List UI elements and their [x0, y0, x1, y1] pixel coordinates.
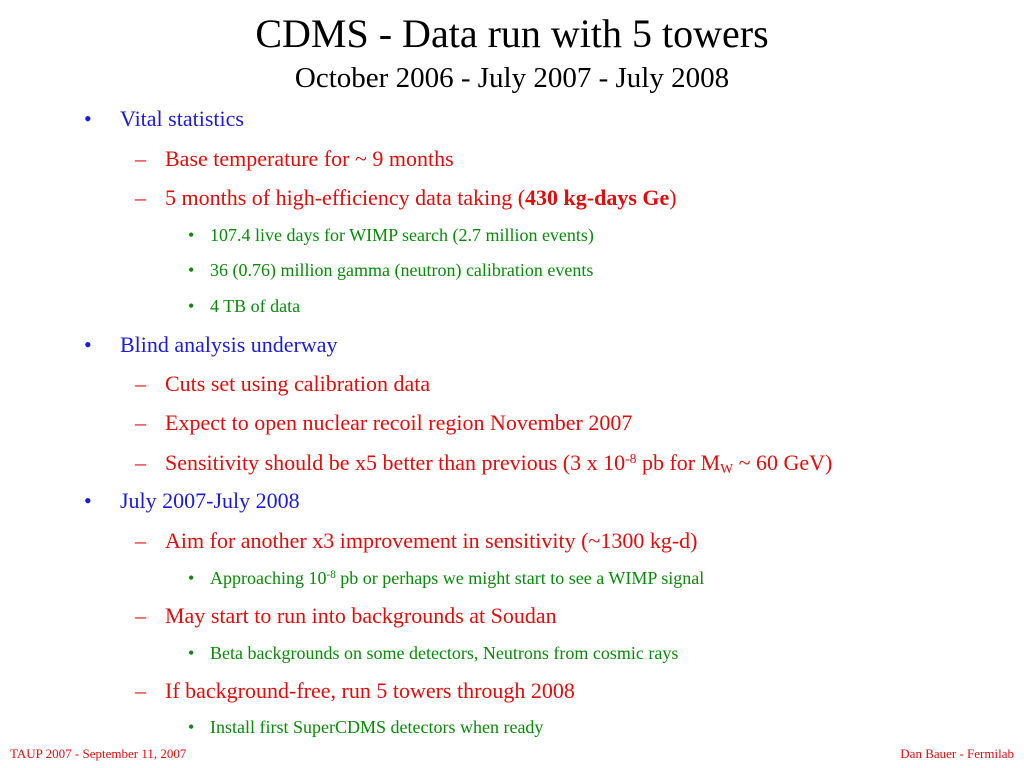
subbullet-bold-text: 430 kg-days Ge [525, 185, 670, 210]
subbullet-if-free: – If background-free, run 5 towers throu… [135, 678, 575, 704]
footer-left: TAUP 2007 - September 11, 2007 [10, 746, 187, 761]
item-approaching: • Approaching 10-8 pb or perhaps we migh… [188, 567, 705, 592]
subscript: W [720, 461, 734, 477]
subbullet-text-mid: pb for M [636, 450, 721, 475]
subbullet-expect: – Expect to open nuclear recoil region N… [135, 410, 633, 436]
bullet-mark: • [188, 717, 195, 737]
subbullet-text: Base temperature for ~ 9 months [165, 146, 454, 171]
item-live-days: • 107.4 live days for WIMP search (2.7 m… [188, 224, 594, 246]
dash-mark: – [135, 185, 146, 210]
bullet-text: Vital statistics [120, 106, 244, 131]
subbullet-aim: – Aim for another x3 improvement in sens… [135, 528, 698, 554]
superscript: -8 [625, 451, 637, 467]
bullet-vital-statistics: • Vital statistics [84, 106, 244, 132]
item-four-tb: • 4 TB of data [188, 295, 301, 317]
bullet-mark: • [84, 488, 92, 513]
subbullet-sensitivity: – Sensitivity should be x5 better than p… [135, 450, 833, 479]
subbullet-five-months: – 5 months of high-efficiency data takin… [135, 185, 677, 211]
bullet-mark: • [84, 332, 92, 357]
subbullet-text: 5 months of high-efficiency data taking … [165, 185, 526, 210]
bullet-mark: • [188, 643, 195, 663]
bullet-blind-analysis: • Blind analysis underway [84, 332, 338, 358]
dash-mark: – [135, 146, 146, 171]
subbullet-text: Aim for another x3 improvement in sensit… [165, 528, 698, 553]
item-text-end: pb or perhaps we might start to see a WI… [335, 568, 705, 588]
subbullet-text-end: ) [669, 185, 677, 210]
item-install: • Install first SuperCDMS detectors when… [188, 716, 544, 738]
item-text: Approaching 10 [210, 568, 327, 588]
dash-mark: – [135, 371, 146, 396]
item-text: Beta backgrounds on some detectors, Neut… [210, 643, 679, 663]
subbullet-base-temperature: – Base temperature for ~ 9 months [135, 146, 454, 172]
item-gamma-calibration: • 36 (0.76) million gamma (neutron) cali… [188, 259, 594, 281]
bullet-text: Blind analysis underway [120, 332, 338, 357]
item-text: 36 (0.76) million gamma (neutron) calibr… [210, 260, 594, 280]
subbullet-text: Cuts set using calibration data [165, 371, 431, 396]
subbullet-text: If background-free, run 5 towers through… [165, 678, 575, 703]
bullet-mark: • [188, 296, 195, 316]
bullet-mark: • [84, 106, 92, 131]
item-text: 4 TB of data [210, 296, 301, 316]
dash-mark: – [135, 603, 146, 628]
bullet-july: • July 2007-July 2008 [84, 488, 300, 514]
dash-mark: – [135, 450, 146, 475]
subbullet-text-end: ~ 60 GeV) [733, 450, 833, 475]
subbullet-text: Sensitivity should be x5 better than pre… [165, 450, 626, 475]
bullet-mark: • [188, 260, 195, 280]
slide-title: CDMS - Data run with 5 towers [255, 11, 769, 56]
bullet-mark: • [188, 225, 195, 245]
dash-mark: – [135, 528, 146, 553]
item-beta: • Beta backgrounds on some detectors, Ne… [188, 642, 679, 664]
subbullet-cuts: – Cuts set using calibration data [135, 371, 431, 397]
subbullet-may-start: – May start to run into backgrounds at S… [135, 603, 557, 629]
footer-right: Dan Bauer - Fermilab [900, 746, 1014, 761]
dash-mark: – [135, 410, 146, 435]
item-text: Install first SuperCDMS detectors when r… [210, 717, 544, 737]
subbullet-text: May start to run into backgrounds at Sou… [165, 603, 557, 628]
bullet-text: July 2007-July 2008 [120, 488, 300, 513]
superscript: -8 [326, 569, 336, 582]
bullet-mark: • [188, 568, 195, 588]
subbullet-text: Expect to open nuclear recoil region Nov… [165, 410, 633, 435]
item-text: 107.4 live days for WIMP search (2.7 mil… [210, 225, 594, 245]
slide-subtitle: October 2006 - July 2007 - July 2008 [294, 62, 730, 94]
dash-mark: – [135, 678, 146, 703]
